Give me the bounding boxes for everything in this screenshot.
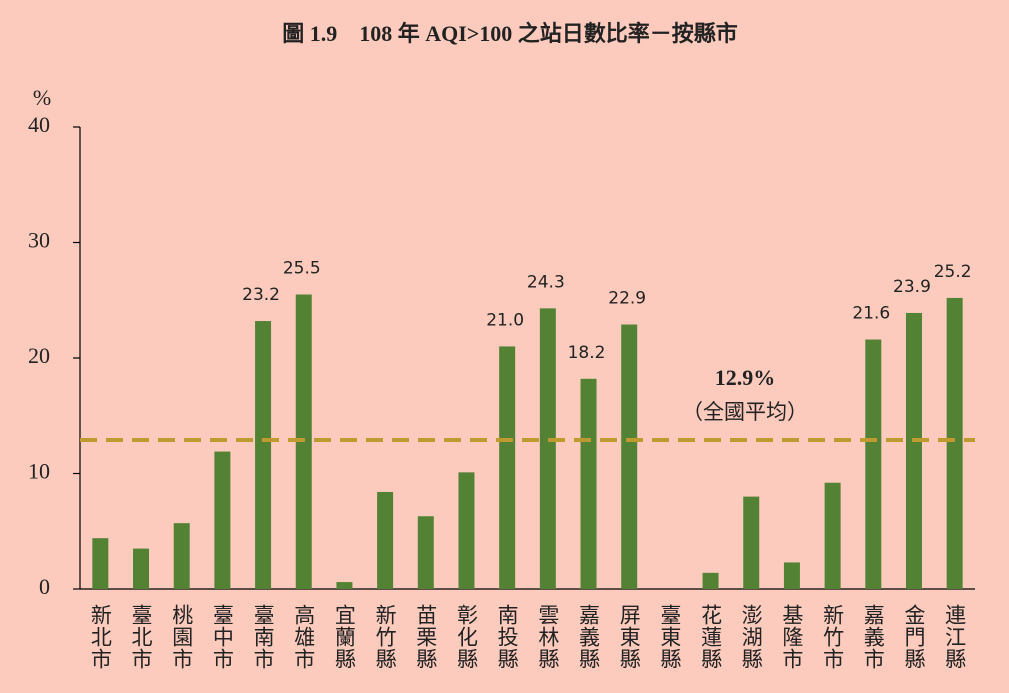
x-tick-label: 基隆市 bbox=[780, 604, 804, 670]
y-tick-label: 40 bbox=[28, 112, 50, 137]
x-tick-label: 雲林縣 bbox=[536, 604, 560, 670]
x-tick-label: 南投縣 bbox=[495, 604, 519, 670]
bar bbox=[458, 472, 475, 589]
x-tick-label: 彰化縣 bbox=[454, 604, 478, 670]
y-tick-label: 30 bbox=[28, 228, 50, 253]
bar bbox=[92, 538, 109, 589]
bar bbox=[133, 548, 150, 589]
y-tick-label: 0 bbox=[39, 574, 50, 599]
x-tick-label: 宜蘭縣 bbox=[332, 604, 356, 670]
bar bbox=[336, 582, 353, 589]
x-tick-label: 臺北市 bbox=[129, 604, 153, 670]
bar bbox=[377, 491, 394, 589]
bar bbox=[499, 346, 516, 589]
y-tick-label: 20 bbox=[28, 343, 50, 368]
x-tick-label: 新竹縣 bbox=[373, 604, 397, 670]
bar bbox=[417, 516, 434, 589]
x-tick-label: 臺南市 bbox=[251, 604, 275, 670]
x-tick-label: 澎湖縣 bbox=[739, 604, 763, 670]
bar bbox=[580, 378, 597, 589]
x-tick-label: 嘉義縣 bbox=[577, 604, 601, 670]
x-tick-label: 臺東縣 bbox=[658, 604, 682, 670]
x-tick-label: 新北市 bbox=[88, 604, 112, 670]
x-tick-label: 高雄市 bbox=[292, 604, 316, 670]
value-label: 25.5 bbox=[283, 258, 321, 278]
reference-label: 12.9% bbox=[715, 365, 776, 390]
bar bbox=[946, 297, 963, 589]
bar bbox=[702, 572, 719, 589]
x-tick-label: 嘉義市 bbox=[861, 604, 885, 670]
bar bbox=[905, 312, 922, 589]
bar bbox=[539, 308, 556, 589]
y-axis-label: % bbox=[33, 85, 51, 110]
bar bbox=[621, 324, 638, 589]
value-label: 24.3 bbox=[527, 272, 565, 292]
value-label: 23.2 bbox=[242, 285, 280, 305]
x-tick-label: 屏東縣 bbox=[617, 604, 641, 670]
x-tick-label: 桃園市 bbox=[170, 604, 194, 670]
reference-caption: （全國平均） bbox=[682, 400, 808, 424]
value-label: 18.2 bbox=[568, 343, 606, 363]
x-tick-label: 連江縣 bbox=[943, 604, 967, 670]
x-tick-label: 金門縣 bbox=[902, 604, 926, 670]
value-label: 25.2 bbox=[934, 262, 972, 282]
x-tick-label: 苗栗縣 bbox=[414, 604, 438, 670]
bar bbox=[865, 339, 882, 589]
value-label: 21.6 bbox=[852, 304, 890, 324]
x-tick-label: 臺中市 bbox=[210, 604, 234, 670]
x-tick-label: 花蓮縣 bbox=[699, 604, 723, 670]
bar bbox=[214, 451, 231, 589]
bar bbox=[255, 321, 272, 589]
value-label: 23.9 bbox=[893, 277, 931, 297]
bar bbox=[783, 562, 800, 589]
chart-title: 圖 1.9 108 年 AQI>100 之站日數比率－按縣市 bbox=[282, 21, 738, 46]
value-label: 22.9 bbox=[608, 289, 646, 309]
x-tick-label: 新竹市 bbox=[821, 604, 845, 670]
bar bbox=[743, 496, 760, 589]
bar bbox=[173, 523, 190, 589]
value-label: 21.0 bbox=[486, 310, 524, 330]
bar bbox=[824, 482, 841, 589]
y-tick-label: 10 bbox=[28, 459, 50, 484]
